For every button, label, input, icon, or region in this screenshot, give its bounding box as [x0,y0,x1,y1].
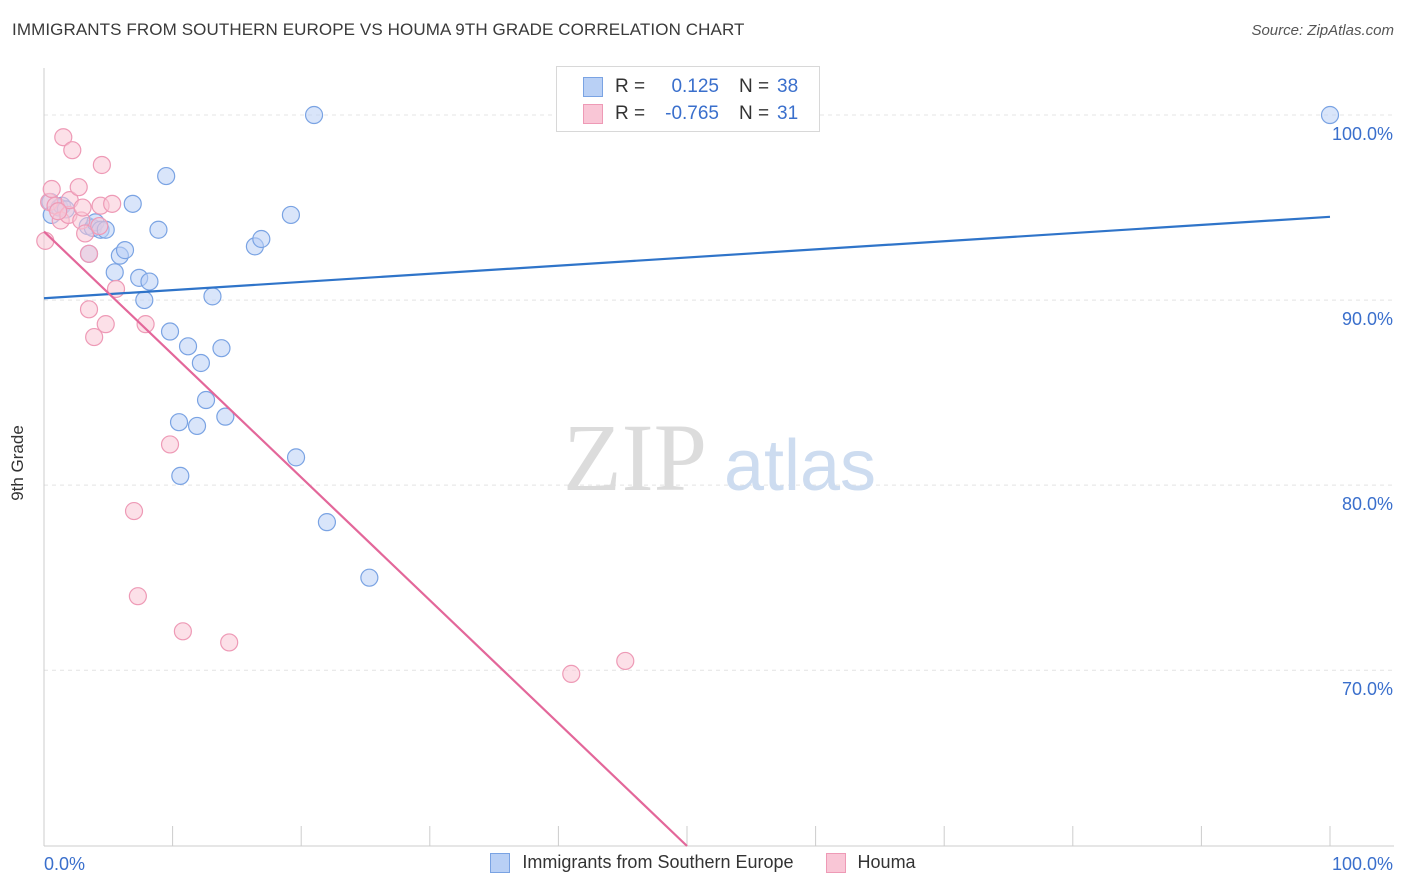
legend-swatch-blue [583,77,603,97]
point-southern-europe [286,448,306,467]
point-houma [562,664,581,683]
point-southern-europe [317,513,337,532]
legend-swatch-pink [583,104,603,124]
legend-n-label: N = [739,103,770,124]
point-southern-europe [160,322,180,341]
point-houma [73,198,92,217]
legend-r-label: R = [615,103,646,124]
legend-n-label: N = [739,76,770,97]
point-houma [173,622,192,641]
point-southern-europe [135,290,154,310]
y-tick-label: 100.0% [1332,124,1393,144]
y-tick-label: 70.0% [1342,679,1393,699]
point-southern-europe [360,568,379,587]
point-houma [90,216,109,236]
point-houma [128,587,147,606]
point-houma [69,178,88,197]
point-southern-europe [252,229,271,249]
chart-title: IMMIGRANTS FROM SOUTHERN EUROPE VS HOUMA… [12,20,745,39]
point-southern-europe [212,339,231,358]
y-tick-label: 90.0% [1342,309,1393,329]
point-southern-europe [171,466,190,485]
stats-legend: R = 0.125 N = 38 R = -0.765 N = 31 [556,66,820,132]
point-southern-europe [115,241,135,260]
legend-r-value: -0.765 [665,103,719,124]
x-tick-label-left: 0.0% [44,854,85,874]
point-southern-europe [178,337,198,356]
point-houma [79,300,99,319]
x-tick-label-right: 100.0% [1332,854,1393,874]
y-axis-label: 9th Grade [8,425,27,501]
data-points [36,105,1340,683]
legend-row-houma: R = -0.765 N = 31 [583,102,798,126]
point-southern-europe [169,413,189,432]
point-southern-europe [216,407,235,426]
point-houma [160,435,180,454]
legend-row-southern-europe: R = 0.125 N = 38 [583,75,798,99]
point-houma [49,202,68,221]
watermark: ZIP atlas [563,404,876,511]
point-houma [54,128,73,147]
point-houma [76,224,95,243]
point-houma [616,651,635,671]
source-label: Source: ZipAtlas.com [1251,22,1394,39]
point-southern-europe [191,353,210,373]
point-southern-europe [187,416,207,436]
point-southern-europe [149,220,168,239]
legend-r-label: R = [615,76,646,97]
gridlines [44,114,1394,671]
point-houma [124,501,144,521]
series-legend: Immigrants from Southern Europe Houma [0,852,1406,873]
point-houma [63,141,82,160]
point-southern-europe [203,287,222,306]
point-houma [79,244,99,263]
point-southern-europe [123,194,142,213]
series-legend-houma: Houma [825,852,916,873]
point-southern-europe [1320,105,1340,125]
point-southern-europe [157,166,176,186]
tick-labels: 100.0% 90.0% 80.0% 70.0% 0.0% 100.0% [44,124,1393,874]
series-name: Immigrants from Southern Europe [522,852,794,872]
trend-lines [43,215,1331,847]
point-houma [220,633,239,652]
series-swatch-pink [825,852,846,873]
watermark-zip: ZIP [563,404,707,511]
point-houma [96,315,115,334]
point-houma [103,194,122,213]
point-southern-europe [140,272,159,291]
point-houma [85,327,104,347]
legend-r-value: 0.125 [671,76,719,97]
point-houma [92,155,111,175]
legend-n-value: 38 [777,76,799,97]
watermark-atlas: atlas [724,426,876,506]
point-southern-europe [196,390,216,410]
series-swatch-blue [490,852,511,873]
axes [43,68,1394,847]
series-name: Houma [857,852,916,872]
point-houma [136,315,155,334]
trend-line-houma [43,230,688,847]
trend-line-southern-europe [43,215,1331,300]
y-tick-label: 80.0% [1342,494,1393,514]
legend-n-value: 31 [777,103,799,124]
point-southern-europe [281,205,301,225]
point-southern-europe [304,105,324,125]
series-legend-southern-europe: Immigrants from Southern Europe [490,852,794,873]
point-southern-europe [105,263,124,282]
point-houma [36,231,55,250]
point-houma [42,179,61,199]
